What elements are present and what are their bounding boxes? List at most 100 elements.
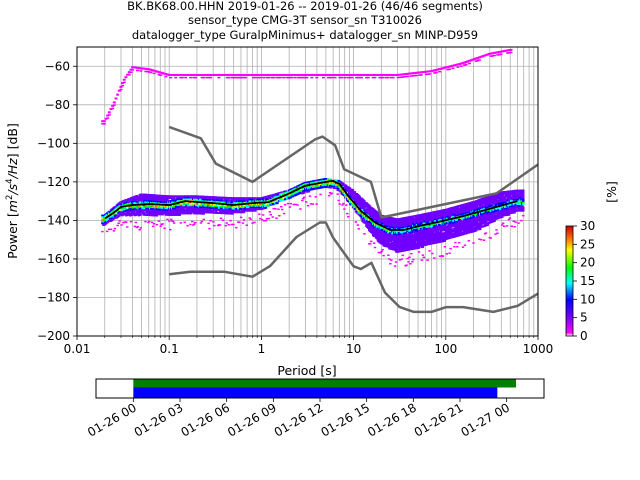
histogram-cell xyxy=(202,198,205,201)
histogram-cell xyxy=(478,208,481,211)
histogram-cell xyxy=(184,203,187,206)
histogram-cell xyxy=(462,229,466,232)
histogram-cell xyxy=(242,219,246,221)
histogram-cell xyxy=(154,197,158,200)
histogram-cell xyxy=(112,230,116,232)
histogram-cell xyxy=(179,222,183,224)
histogram-cell xyxy=(164,207,167,210)
histogram-cell xyxy=(458,229,462,232)
histogram-cell xyxy=(389,262,392,265)
histogram-cell xyxy=(275,217,278,219)
histogram-cell xyxy=(164,201,167,204)
histogram-cell xyxy=(301,199,304,202)
histogram-cell xyxy=(418,214,422,217)
histogram-cell xyxy=(251,222,254,224)
histogram-cell xyxy=(187,203,190,206)
histogram-cell xyxy=(105,230,109,233)
histogram-cell xyxy=(270,194,273,197)
histogram-cell xyxy=(484,212,488,215)
histogram-cell xyxy=(274,199,277,202)
histogram-cell xyxy=(463,225,467,228)
histogram-cell xyxy=(417,240,421,243)
histogram-cell xyxy=(493,215,496,218)
histogram-cell xyxy=(470,216,473,219)
histogram-cell xyxy=(418,241,422,244)
histogram-cell xyxy=(300,189,303,192)
histogram-cell xyxy=(127,202,130,205)
histogram-cell xyxy=(367,214,370,217)
histogram-cell xyxy=(149,201,153,204)
histogram-cell xyxy=(299,191,302,194)
histogram-cell xyxy=(410,252,413,255)
histogram-cell xyxy=(254,203,257,206)
histogram-cell xyxy=(419,244,423,247)
histogram-cell xyxy=(144,220,147,223)
histogram-cell xyxy=(248,217,251,219)
histogram-cell xyxy=(217,205,221,208)
histogram-cell xyxy=(318,185,321,188)
histogram-cell xyxy=(421,233,425,236)
histogram-cell xyxy=(224,206,227,209)
histogram-cell xyxy=(420,232,424,235)
histogram-cell xyxy=(475,200,478,203)
histogram-cell xyxy=(127,199,131,202)
histogram-cell xyxy=(422,256,426,259)
histogram-cell xyxy=(254,209,257,212)
histogram-cell xyxy=(404,244,407,247)
histogram-cell xyxy=(387,231,390,234)
histogram-cell xyxy=(380,250,383,253)
histogram-cell xyxy=(412,258,415,261)
histogram-cell xyxy=(435,210,438,213)
histogram-cell xyxy=(345,204,348,206)
histogram-cell xyxy=(356,224,360,226)
histogram-cell xyxy=(469,208,472,211)
histogram-cell xyxy=(147,198,150,201)
histogram-cell xyxy=(209,199,212,202)
histogram-cell xyxy=(412,217,415,220)
histogram-cell xyxy=(334,187,338,190)
histogram-cell xyxy=(342,202,345,205)
histogram-cell xyxy=(190,210,193,213)
histogram-cell xyxy=(464,204,468,207)
histogram-cell xyxy=(192,224,195,226)
histogram-cell xyxy=(207,222,210,225)
histogram-cell xyxy=(122,221,125,224)
histogram-cell xyxy=(158,207,161,210)
histogram-cell xyxy=(405,246,408,249)
histogram-cell xyxy=(336,193,339,195)
histogram-cell xyxy=(205,197,208,200)
histogram-cell xyxy=(190,212,193,215)
histogram-cell xyxy=(181,210,184,213)
histogram-cell xyxy=(265,203,269,206)
histogram-cell xyxy=(409,229,412,232)
histogram-cell xyxy=(303,186,306,189)
histogram-cell xyxy=(353,208,357,211)
histogram-cell xyxy=(476,205,479,208)
histogram-cell xyxy=(154,206,158,209)
histogram-cell xyxy=(466,230,470,233)
histogram-cell xyxy=(139,227,142,229)
histogram-cell xyxy=(228,206,231,209)
histogram-cell xyxy=(479,227,482,230)
histogram-cell xyxy=(272,207,275,210)
histogram-cell xyxy=(465,232,469,235)
histogram-cell xyxy=(458,212,462,215)
histogram-cell xyxy=(250,206,253,209)
histogram-cell xyxy=(348,187,352,190)
histogram-cell xyxy=(148,220,151,223)
histogram-cell xyxy=(462,216,466,219)
histogram-cell xyxy=(293,192,296,195)
histogram-cell xyxy=(473,200,476,203)
histogram-cell xyxy=(292,203,295,206)
histogram-cell xyxy=(138,200,141,203)
histogram-cell xyxy=(435,235,438,238)
histogram-cell xyxy=(303,196,306,199)
histogram-cell xyxy=(444,231,448,234)
histogram-cell xyxy=(199,222,203,224)
histogram-cell xyxy=(179,203,183,206)
histogram-cell xyxy=(183,221,186,224)
histogram-cell xyxy=(138,212,141,215)
histogram-cell xyxy=(129,208,133,211)
histogram-cell xyxy=(314,196,317,198)
